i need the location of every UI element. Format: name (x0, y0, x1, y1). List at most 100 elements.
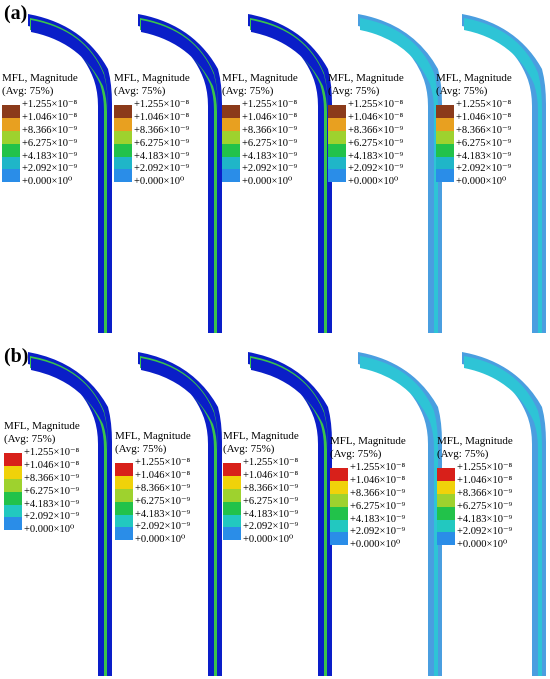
legend-subtitle: (Avg: 75%) (4, 433, 56, 445)
legend-title: MFL, Magnitude (2, 72, 78, 84)
legend-entry: +2.092×10⁻⁹ (436, 163, 548, 183)
shell-b-1 (28, 352, 112, 676)
legend-entry: +2.092×10⁻⁹ (114, 163, 226, 183)
legend-swatch (114, 156, 132, 170)
legend-value: +6.275×10⁻⁹ (456, 137, 512, 149)
legend-entry: +0.000×10⁰ (222, 176, 334, 195)
legend-value: +4.183×10⁻⁹ (243, 508, 299, 520)
legend-swatch (436, 105, 454, 118)
shell-body (462, 14, 546, 333)
legend-entry: +2.092×10⁻⁹ (4, 511, 116, 531)
shell-body (462, 352, 546, 676)
legend-value: +8.366×10⁻⁹ (456, 124, 512, 136)
legend-title: MFL, Magnitude (115, 430, 191, 442)
legend-subtitle: (Avg: 75%) (436, 85, 488, 97)
legend-swatch (437, 468, 455, 481)
legend-value: +0.000×10⁰ (456, 176, 507, 188)
legend-a-5: MFL, Magnitude (Avg: 75%) +1.255×10⁻⁸ +1.04… (436, 72, 548, 195)
legend-value: +2.092×10⁻⁹ (456, 163, 512, 175)
legend-entry: +8.366×10⁻⁹ (437, 488, 549, 507)
legend-value: +8.366×10⁻⁹ (242, 124, 298, 136)
legend-entry: +4.183×10⁻⁹ (222, 151, 334, 170)
legend-value: +1.046×10⁻⁸ (243, 469, 299, 481)
legend-b-2: MFL, Magnitude (Avg: 75%) +1.255×10⁻⁸ +1.04… (115, 430, 227, 553)
legend-title: MFL, Magnitude (223, 430, 299, 442)
legend-entry: +6.275×10⁻⁹ (436, 138, 548, 157)
legend-b-4: MFL, Magnitude (Avg: 75%) +1.255×10⁻⁸ +1.04… (330, 435, 442, 558)
legend-value: +0.000×10⁰ (135, 534, 186, 546)
legend-entry: +0.000×10⁰ (115, 534, 227, 553)
legend-value: +1.046×10⁻⁸ (135, 469, 191, 481)
legend-subtitle: (Avg: 75%) (2, 85, 54, 97)
legend-swatch (437, 519, 455, 533)
legend-entry: +4.183×10⁻⁹ (328, 151, 440, 170)
shell-a-5 (462, 14, 546, 333)
legend-value: +8.366×10⁻⁹ (134, 124, 190, 136)
legend-a-3: MFL, Magnitude (Avg: 75%) +1.255×10⁻⁸ +1.04… (222, 72, 334, 195)
legend-entry: +0.000×10⁰ (2, 176, 114, 195)
legend-entry: +1.255×10⁻⁸ (222, 99, 334, 118)
legend-value: +1.046×10⁻⁸ (22, 111, 78, 123)
legend-subtitle: (Avg: 75%) (115, 443, 167, 455)
legend-swatch (223, 488, 241, 502)
legend-value: +1.255×10⁻⁸ (134, 99, 190, 110)
shell-body (248, 352, 332, 676)
legend-swatch (114, 169, 132, 183)
legend-entry: +0.000×10⁰ (223, 534, 335, 553)
legend-value: +8.366×10⁻⁹ (348, 124, 404, 136)
legend-title: MFL, Magnitude (436, 72, 512, 84)
shell-body (358, 352, 442, 676)
legend-swatch (2, 169, 20, 183)
shell-a-3 (248, 14, 332, 333)
legend-swatch (222, 130, 240, 144)
legend-value: +0.000×10⁰ (457, 539, 508, 551)
legend-swatch (436, 117, 454, 131)
legend-entry: +1.255×10⁻⁸ (115, 457, 227, 476)
legend-value: +0.000×10⁰ (242, 176, 293, 188)
legend-title: MFL, Magnitude (330, 435, 406, 447)
legend-value: +6.275×10⁻⁹ (22, 137, 78, 149)
panel-a-label: (a) (4, 2, 28, 24)
legend-entry: +1.046×10⁻⁸ (223, 470, 335, 489)
legend-value: +6.275×10⁻⁹ (350, 500, 406, 512)
shell-body (28, 14, 112, 333)
legend-value: +2.092×10⁻⁹ (24, 511, 80, 523)
legend-value: +8.366×10⁻⁹ (135, 482, 191, 494)
legend-swatch (330, 519, 348, 533)
shell-body (248, 14, 332, 333)
legend-swatch (436, 130, 454, 144)
legend-value: +6.275×10⁻⁹ (134, 137, 190, 149)
legend-entry: +2.092×10⁻⁹ (330, 526, 442, 546)
legend-title: MFL, Magnitude (114, 72, 190, 84)
legend-swatch (223, 463, 241, 476)
legend-swatch (2, 117, 20, 131)
legend-entry: +2.092×10⁻⁹ (328, 163, 440, 183)
shell-a-2 (138, 14, 222, 333)
legend-value: +8.366×10⁻⁹ (243, 482, 299, 494)
legend-a-4: MFL, Magnitude (Avg: 75%) +1.255×10⁻⁸ +1.04… (328, 72, 440, 195)
shell-b-5 (462, 352, 546, 676)
legend-value: +0.000×10⁰ (350, 539, 401, 551)
legend-entry: +2.092×10⁻⁹ (2, 163, 114, 183)
legend-value: +4.183×10⁻⁹ (456, 150, 512, 162)
legend-entry: +4.183×10⁻⁹ (115, 509, 227, 528)
shell-body (358, 14, 442, 333)
legend-swatch (328, 156, 346, 170)
legend-value: +1.046×10⁻⁸ (134, 111, 190, 123)
legend-value: +4.183×10⁻⁹ (348, 150, 404, 162)
legend-b-5: MFL, Magnitude (Avg: 75%) +1.255×10⁻⁸ +1.04… (437, 435, 549, 558)
legend-swatch (114, 130, 132, 144)
legend-value: +2.092×10⁻⁹ (348, 163, 404, 175)
legend-value: +1.046×10⁻⁸ (348, 111, 404, 123)
legend-entry: +6.275×10⁻⁹ (115, 496, 227, 515)
legend-swatch (2, 105, 20, 118)
legend-entry: +1.046×10⁻⁸ (115, 470, 227, 489)
legend-subtitle: (Avg: 75%) (222, 85, 274, 97)
legend-value: +6.275×10⁻⁹ (457, 500, 513, 512)
legend-entry: +6.275×10⁻⁹ (330, 501, 442, 520)
legend-value: +1.046×10⁻⁸ (350, 474, 406, 486)
legend-entry: +6.275×10⁻⁹ (328, 138, 440, 157)
legend-swatch (115, 488, 133, 502)
legend-swatch (328, 143, 346, 157)
legend-swatch (222, 117, 240, 131)
